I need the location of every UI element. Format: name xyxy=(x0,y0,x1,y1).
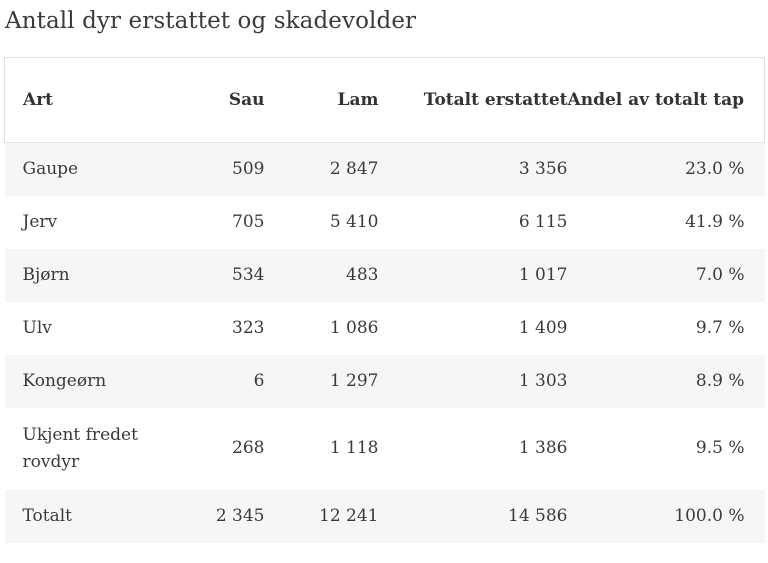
cell-sau: 2 345 xyxy=(215,505,265,526)
damage-table: Art Sau Lam Totalt erstattet Andel av to… xyxy=(4,57,765,543)
cell-totalt: 6 115 xyxy=(518,211,568,232)
cell-art: Totalt xyxy=(22,505,73,526)
cell-andel: 9.5 % xyxy=(695,438,745,458)
cell-art: Ulv xyxy=(22,317,52,338)
column-header-andel: Andel av totalt tap xyxy=(567,90,744,110)
cell-sau: 6 xyxy=(253,370,265,391)
damage-table-container: Art Sau Lam Totalt erstattet Andel av to… xyxy=(4,57,765,543)
cell-art: Jerv xyxy=(22,211,58,232)
cell-sau: 705 xyxy=(232,211,265,232)
cell-andel: 23.0 % xyxy=(685,158,745,179)
cell-totalt: 1 386 xyxy=(518,438,568,458)
cell-sau: 509 xyxy=(232,158,265,179)
column-header-lam: Lam xyxy=(337,90,379,110)
cell-totalt: 1 303 xyxy=(518,370,568,391)
table-row: Ulv 323 1 086 1 409 9.7 % xyxy=(4,301,765,355)
cell-andel: 7.0 % xyxy=(695,264,745,285)
cell-andel: 41.9 % xyxy=(685,211,745,232)
cell-lam: 12 241 xyxy=(319,505,379,526)
cell-art: Bjørn xyxy=(22,264,70,285)
cell-sau: 323 xyxy=(232,317,265,338)
page-title: Antall dyr erstattet og skadevolder xyxy=(5,8,417,34)
table-row: Ukjent fredet rovdyr 268 1 118 1 386 9.5… xyxy=(4,407,765,490)
cell-art: Kongeørn xyxy=(22,370,107,391)
cell-andel: 100.0 % xyxy=(674,505,745,526)
cell-lam: 1 086 xyxy=(329,317,379,338)
cell-totalt: 14 586 xyxy=(508,505,568,526)
cell-lam: 1 297 xyxy=(329,370,379,391)
cell-totalt: 1 017 xyxy=(518,264,568,285)
cell-totalt: 1 409 xyxy=(518,317,568,338)
table-row: Jerv 705 5 410 6 115 41.9 % xyxy=(4,195,765,249)
column-header-sau: Sau xyxy=(228,90,265,110)
cell-art: Gaupe xyxy=(22,158,79,179)
column-header-totalt-erstattet: Totalt erstattet xyxy=(423,90,568,110)
cell-andel: 9.7 % xyxy=(695,317,745,338)
cell-lam: 2 847 xyxy=(329,158,379,179)
cell-totalt: 3 356 xyxy=(518,158,568,179)
cell-andel: 8.9 % xyxy=(695,370,745,391)
cell-lam: 483 xyxy=(346,264,379,285)
cell-sau: 268 xyxy=(232,438,265,458)
cell-lam: 5 410 xyxy=(329,211,379,232)
cell-art: Ukjent fredet rovdyr xyxy=(22,424,138,472)
table-total-row: Totalt 2 345 12 241 14 586 100.0 % xyxy=(4,489,765,543)
cell-lam: 1 118 xyxy=(329,438,379,458)
table-row: Kongeørn 6 1 297 1 303 8.9 % xyxy=(4,354,765,408)
table-row: Gaupe 509 2 847 3 356 23.0 % xyxy=(4,142,765,196)
column-header-art: Art xyxy=(23,90,53,110)
cell-sau: 534 xyxy=(232,264,265,285)
table-row: Bjørn 534 483 1 017 7.0 % xyxy=(4,248,765,302)
table-header-row: Art Sau Lam Totalt erstattet Andel av to… xyxy=(4,57,765,143)
